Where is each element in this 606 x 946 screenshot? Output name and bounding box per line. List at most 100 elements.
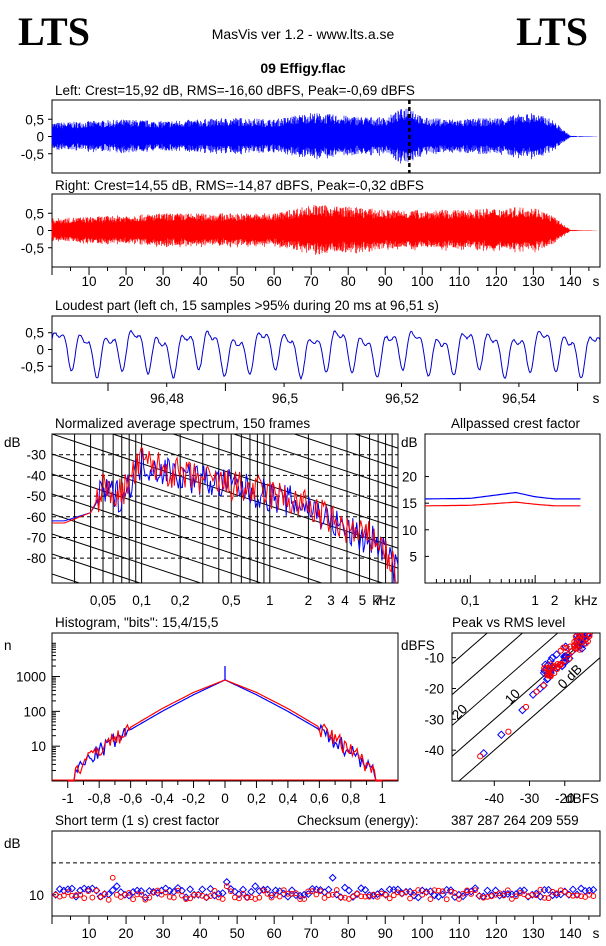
x-tick-label: 1 — [531, 593, 539, 608]
crest-point-right — [219, 896, 226, 902]
peak-rms-point-right — [477, 753, 484, 760]
y-tick-label: -0,5 — [21, 241, 44, 256]
crest-point-right — [439, 888, 446, 895]
y-tick-label: 100 — [23, 704, 46, 719]
time-tick-label: 70 — [304, 274, 319, 289]
crest-point-right — [301, 896, 308, 902]
x-tick-label: kHz — [372, 593, 395, 608]
crest-point-right — [138, 891, 145, 898]
crest-point-right — [541, 894, 548, 901]
y-tick-label: 0 — [36, 343, 44, 358]
spectrum-slope — [292, 434, 398, 469]
crest-point-right — [232, 894, 238, 901]
crest-point-right — [317, 888, 324, 894]
loudest-part-frame — [51, 315, 601, 384]
spectrum-inner — [52, 434, 398, 583]
crest-point-right — [390, 892, 397, 899]
crest-point-right — [154, 887, 161, 894]
y-tick-label: -0,5 — [21, 147, 44, 162]
crest-point-left — [357, 884, 366, 893]
lts-logo-left: LTS — [18, 9, 90, 54]
x-tick-label: 20 — [119, 926, 134, 941]
y-tick-label: 10 — [402, 523, 417, 538]
x-tick-label: -40 — [485, 791, 505, 806]
crest-point-right — [284, 890, 291, 897]
x-tick-label: s — [593, 391, 600, 406]
spectrum-slope — [52, 553, 142, 583]
peak-rms-point-right — [560, 644, 567, 651]
peak-rms-point-right — [565, 651, 572, 658]
crest-point-right — [407, 895, 413, 902]
x-tick-label: 130 — [522, 926, 545, 941]
y-tick-label: 0,5 — [25, 206, 44, 221]
crest-point-right — [333, 887, 340, 893]
crest-point-right — [415, 887, 422, 893]
spectrum-y-label: dB — [4, 435, 21, 450]
crest-point-right — [443, 896, 450, 903]
short-term-crest-title: Short term (1 s) crest factor — [55, 813, 220, 828]
crest-point-right — [362, 893, 369, 900]
time-axis: 10 20 30 40 50 60 70 80 90 100 110 120 130 140 s — [51, 267, 600, 289]
x-tick-label: 100 — [411, 926, 434, 941]
y-tick-label: 10 — [29, 888, 44, 903]
y-tick-label: -30 — [424, 712, 444, 727]
crest-point-right — [553, 890, 560, 897]
peak-rms-point-right — [576, 646, 583, 653]
crest-point-right — [297, 896, 303, 903]
x-tick-label: -20 — [555, 791, 575, 806]
crest-point-right — [472, 887, 479, 894]
x-tick-label: 0,2 — [247, 791, 266, 806]
loudest-trace — [51, 329, 601, 381]
y-tick-label: -60 — [26, 510, 46, 525]
crest-point-right — [65, 889, 71, 896]
spectrum-slope — [52, 453, 398, 569]
crest-point-right — [350, 893, 356, 900]
crest-point-right — [81, 895, 88, 902]
crest-point-right — [545, 895, 552, 902]
time-tick-label: 20 — [119, 274, 134, 289]
crest-point-right — [162, 889, 169, 896]
crest-point-right — [354, 890, 361, 897]
crest-point-left — [222, 878, 231, 886]
y-tick-label: -10 — [424, 651, 444, 666]
waveform-trace — [51, 205, 598, 255]
crest-point-right — [101, 890, 108, 897]
y-tick-label: -40 — [26, 468, 46, 483]
peak-rms-point-right — [581, 633, 588, 638]
crest-point-right — [484, 894, 491, 900]
short-term-y-label: dB — [4, 836, 21, 851]
crest-point-right — [374, 893, 381, 900]
crest-factor-frame — [424, 433, 601, 584]
peak-rms-point-right — [586, 633, 593, 638]
crest-point-right — [346, 896, 352, 902]
spectrum-slope — [171, 434, 398, 509]
x-tick-label: 2 — [305, 593, 313, 608]
crest-point-right — [236, 895, 242, 902]
crest-point-left — [328, 873, 337, 882]
lts-logo-right: LTS — [516, 9, 588, 54]
x-tick-label: 0,6 — [310, 791, 329, 806]
crest-point-right — [289, 890, 295, 897]
crest-point-right — [329, 891, 336, 898]
time-tick-label: 10 — [82, 274, 97, 289]
crest-point-right — [280, 887, 287, 894]
x-tick-label: 110 — [449, 926, 471, 941]
crest-point-right — [468, 891, 475, 897]
loudest-part-plot: 0,5 0-0,5 96,48 96,5 96,52 96,54 s — [21, 326, 601, 406]
x-tick-label: -30 — [520, 791, 540, 806]
crest-point-right — [386, 895, 393, 902]
peak-rms-point-left — [518, 705, 527, 715]
x-tick-label: -0,2 — [182, 791, 205, 806]
left-waveform-title: Left: Crest=15,92 dB, RMS=-16,60 dBFS, P… — [55, 83, 415, 98]
peak-rms-point-right — [505, 728, 512, 735]
crest-point-right — [93, 887, 100, 894]
peak-rms-point-left — [547, 653, 557, 663]
crest-point-right — [174, 887, 181, 894]
x-tick-label: 4 — [341, 593, 349, 608]
crest-point-right — [179, 892, 185, 899]
crest-point-right — [60, 892, 67, 899]
peak-rms-point-left — [528, 690, 538, 699]
crest-point-right — [183, 896, 189, 902]
peak-rms-point-left — [479, 749, 488, 758]
y-tick-label: 1000 — [16, 670, 46, 685]
